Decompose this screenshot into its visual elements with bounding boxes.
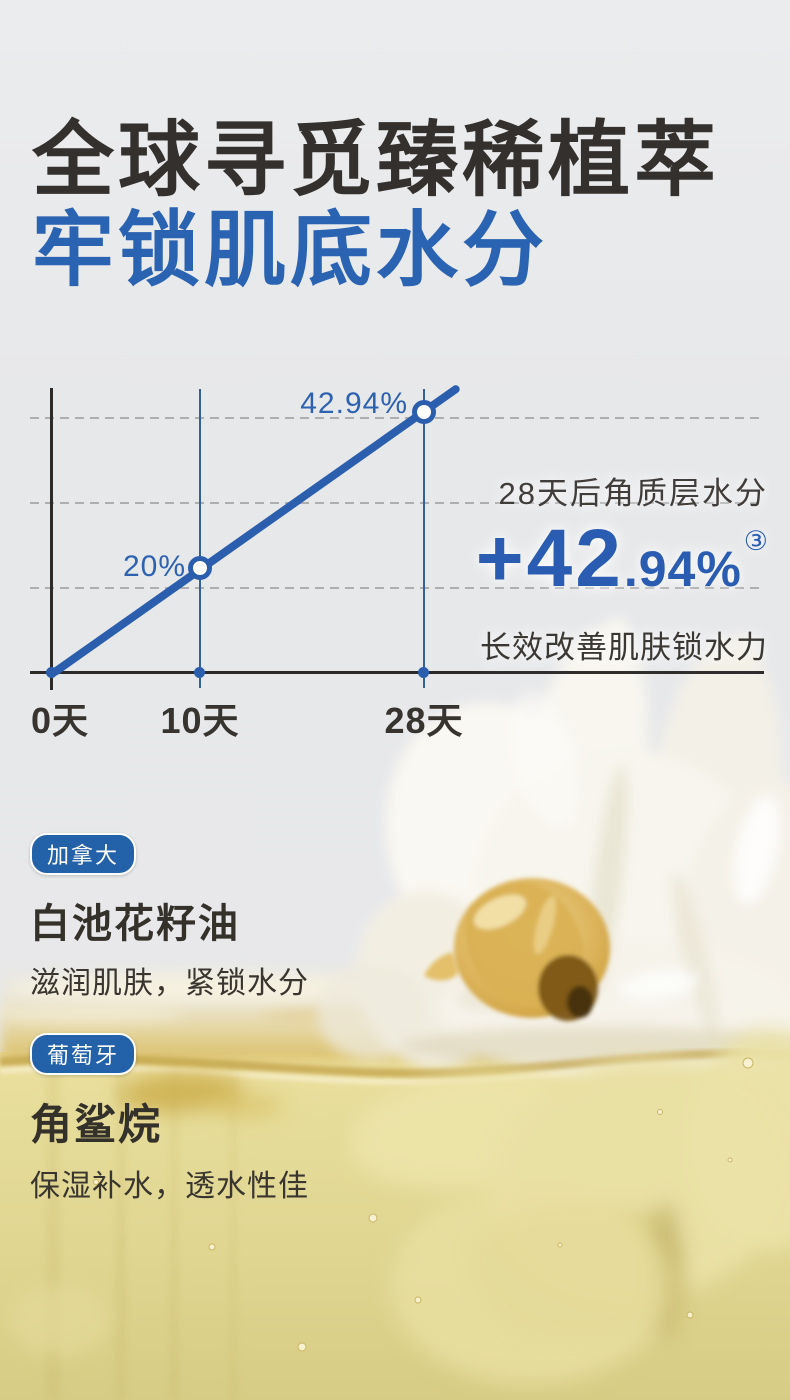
callout-footnote-mark: ③ <box>743 526 768 556</box>
ingredient-desc: 滋润肌肤，紧锁水分 <box>30 967 309 1000</box>
point-label-28d: 42.94% <box>300 387 408 420</box>
origin-badge: 加拿大 <box>30 833 137 875</box>
callout-value-big: +42 <box>475 513 624 604</box>
callout-caption: 长效改善肌肤锁水力 <box>480 630 768 665</box>
y-axis <box>50 388 53 690</box>
trend-line <box>49 383 462 678</box>
gridline-middle <box>30 502 762 504</box>
callout-value-small: .94% <box>623 541 742 597</box>
page-title: 全球寻觅臻稀植萃 牢锁肌底水分 <box>32 116 720 296</box>
origin-badge: 葡萄牙 <box>30 1033 137 1075</box>
title-line-2: 牢锁肌底水分 <box>32 205 549 296</box>
result-callout: 28天后角质层水分 +42.94%③ 长效改善肌肤锁水力 <box>476 468 768 667</box>
tick-line-28d <box>423 389 425 688</box>
gridline-top <box>30 417 762 419</box>
x-tick-label-10d: 10天 <box>160 700 240 741</box>
x-tick-label-28d: 28天 <box>384 700 464 741</box>
point-label-10d: 20% <box>122 550 186 583</box>
ingredient-name: 角鲨烷 <box>30 1101 163 1148</box>
title-line-1: 全球寻觅臻稀植萃 <box>32 115 721 206</box>
callout-heading: 28天后角质层水分 <box>498 476 768 511</box>
callout-value: +42.94%③ <box>476 513 768 628</box>
ingredient-name: 白池花籽油 <box>30 902 240 946</box>
x-tick-label-0d: 0天 <box>31 700 90 741</box>
axis-dot-28d <box>418 667 429 678</box>
data-point-10d <box>188 556 212 580</box>
ingredient-desc: 保湿补水，透水性佳 <box>30 1170 309 1203</box>
x-axis <box>30 671 764 674</box>
axis-dot-10d <box>194 667 205 678</box>
gridline-bottom <box>30 587 762 589</box>
axis-dot-0d <box>46 667 57 678</box>
tick-line-10d <box>199 389 201 688</box>
ingredient-card-squalane: 葡萄牙 角鲨烷 保湿补水，透水性佳 <box>30 1033 309 1205</box>
ingredient-card-meadowfoam: 加拿大 白池花籽油 滋润肌肤，紧锁水分 <box>30 833 309 1002</box>
data-point-28d <box>412 400 436 424</box>
